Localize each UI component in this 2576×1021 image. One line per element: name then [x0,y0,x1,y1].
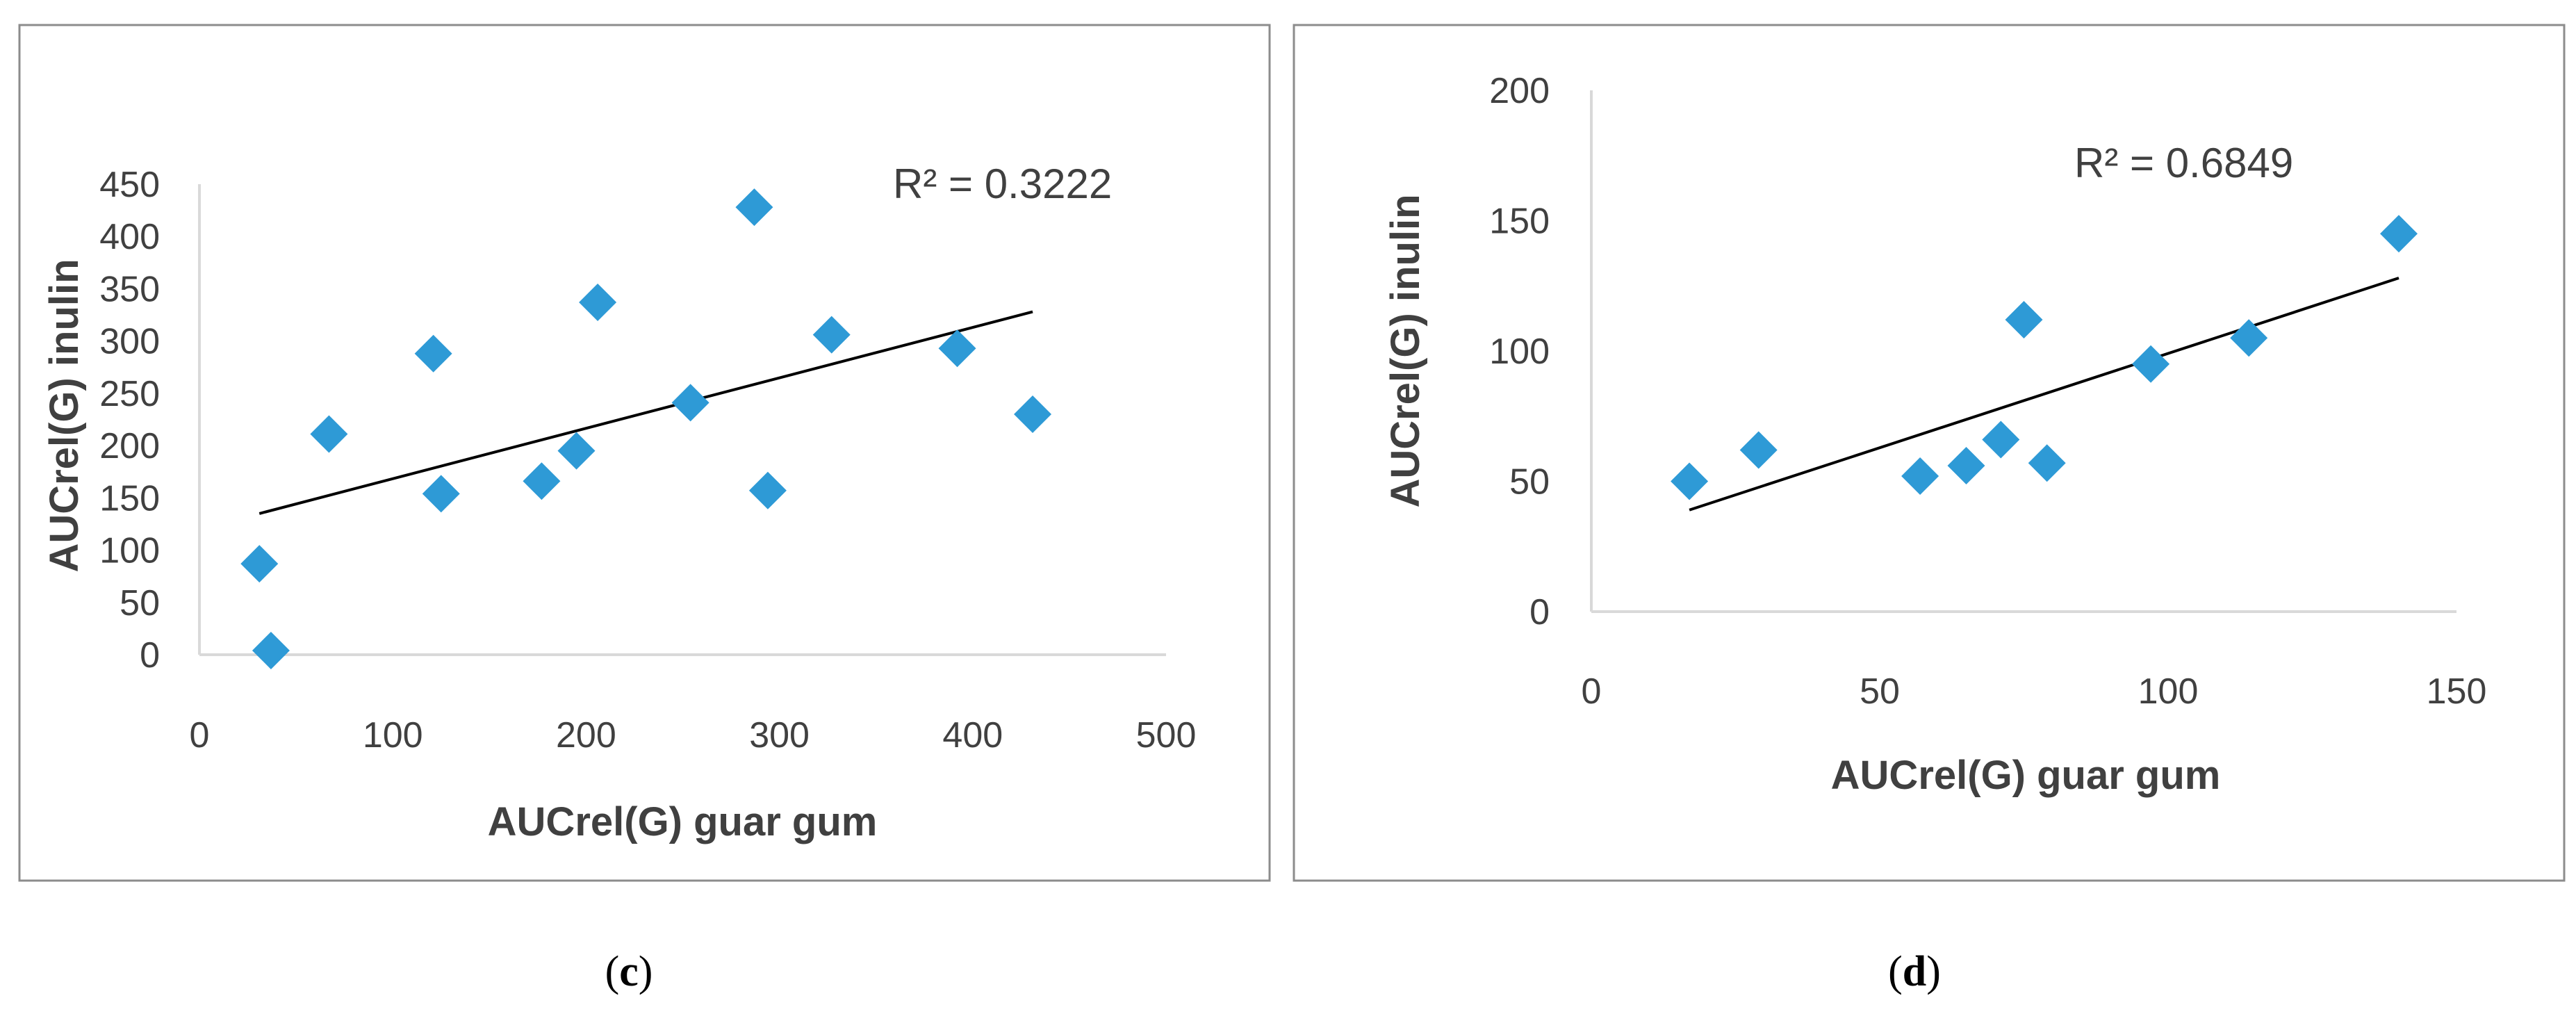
y-tick-labels-c: 0 50 100 150 200 250 300 350 400 450 [99,165,160,676]
data-point [414,334,452,373]
y-tick-labels-d: 0 50 100 150 200 [1489,71,1550,632]
data-point [579,284,617,322]
y-tick-label: 400 [99,217,160,257]
x-tick-labels-d: 0 50 100 150 [1582,671,2487,712]
x-tick-labels-c: 0 100 200 300 400 500 [190,715,1197,755]
data-point [1671,462,1709,500]
y-axis-title-d: AUCrel(G) inulin [1383,194,1428,507]
r-squared-label-c: R² = 0.3222 [893,161,1112,207]
chart-panel-d: 0 50 100 150 200 0 50 100 150 R² = 0.6849 AUCre… [1293,24,2566,882]
trendline-c [259,310,1033,515]
data-point [938,329,976,368]
data-point [2380,215,2418,253]
data-point [1982,420,2020,459]
y-tick-label: 200 [1489,71,1550,111]
data-point [748,471,787,509]
trendline-d [1689,277,2399,512]
y-tick-label: 100 [1489,332,1550,372]
x-axis-title-d: AUCrel(G) guar gum [1831,753,2221,798]
y-tick-label: 100 [99,531,160,571]
y-tick-label: 350 [99,269,160,309]
x-tick-label: 200 [556,715,616,755]
data-points-c [240,188,1052,669]
x-tick-label: 400 [942,715,1003,755]
data-point [812,316,851,354]
data-point [2028,444,2066,482]
data-point [422,475,460,513]
data-point [240,545,279,583]
panel-caption-c: (c) [605,948,653,995]
y-tick-label: 200 [99,426,160,466]
y-tick-label: 250 [99,374,160,414]
x-tick-label: 0 [1582,671,1602,712]
data-point [523,462,561,500]
y-tick-label: 150 [1489,202,1550,242]
x-tick-label: 300 [749,715,810,755]
x-tick-label: 100 [363,715,423,755]
y-tick-label: 50 [120,583,160,623]
x-tick-label: 100 [2138,671,2199,712]
y-tick-label: 0 [140,635,160,676]
data-point [310,415,348,453]
data-point [2005,301,2043,338]
y-tick-label: 450 [99,165,160,205]
data-point [735,188,773,227]
chart-frame-d [1293,24,2566,882]
data-point [1901,457,1939,495]
data-point [252,631,290,669]
data-point [2132,345,2170,383]
x-axis-title-c: AUCrel(G) guar gum [488,799,878,844]
y-tick-label: 150 [99,478,160,518]
data-point [1739,431,1778,469]
x-tick-label: 0 [190,715,210,755]
data-point [2230,319,2268,357]
data-point [671,384,709,422]
chart-frame-c [18,24,1271,882]
panel-caption-d: (d) [1888,948,1941,995]
data-point [1014,395,1052,433]
chart-panel-c: 0 50 100 150 200 250 300 350 400 450 0 100 200 300 40… [18,24,1271,882]
y-tick-label: 300 [99,322,160,362]
y-axis-title-c: AUCrel(G) inulin [42,259,87,572]
y-tick-label: 50 [1509,462,1550,503]
data-point [557,432,596,470]
data-points-d [1671,215,2418,500]
x-tick-label: 50 [1860,671,1900,712]
x-tick-label: 500 [1136,715,1197,755]
data-point [1947,447,1985,484]
y-tick-label: 0 [1529,592,1550,632]
x-tick-label: 150 [2427,671,2487,712]
r-squared-label-d: R² = 0.6849 [2074,140,2293,186]
